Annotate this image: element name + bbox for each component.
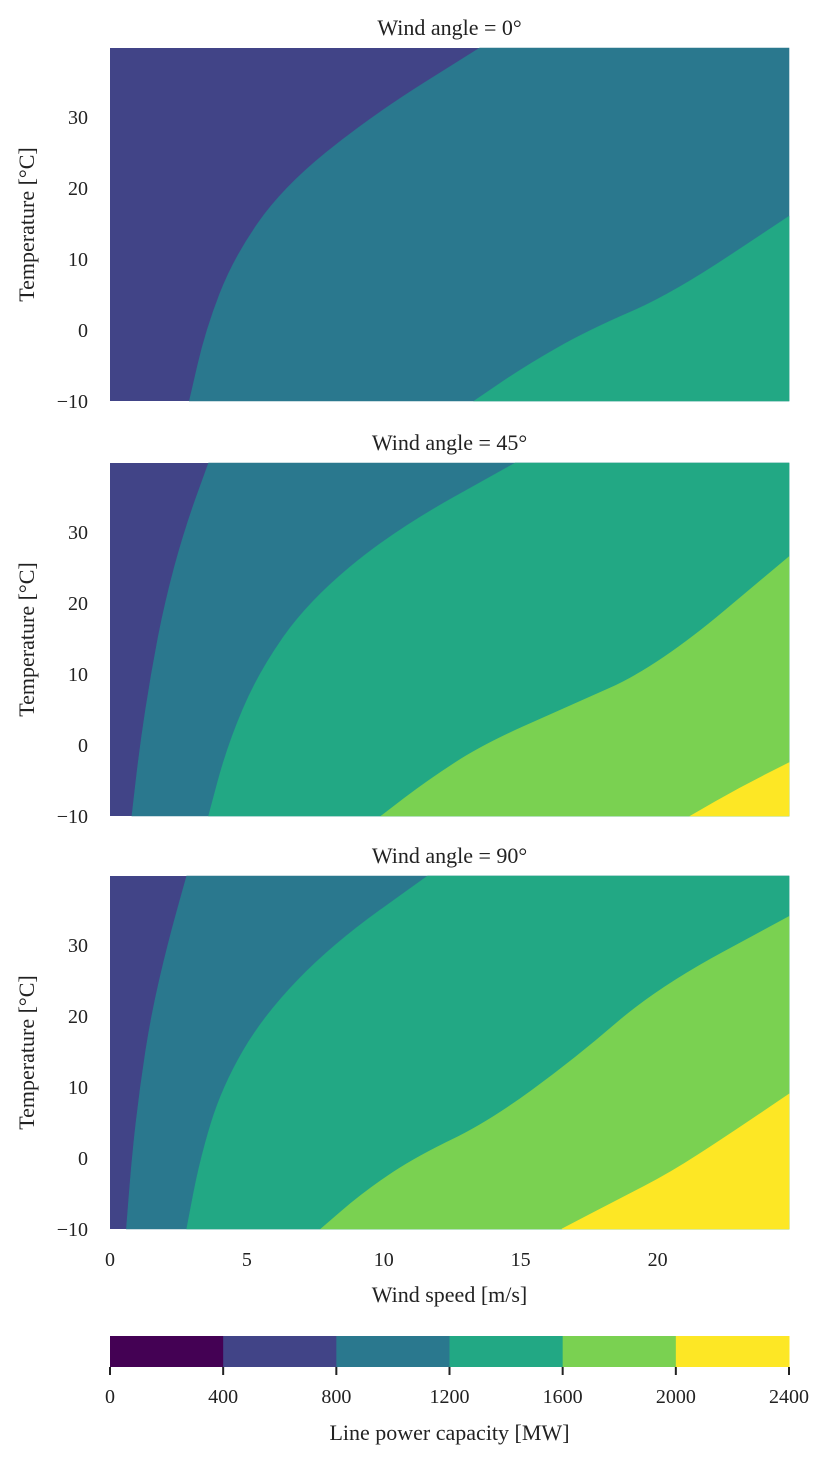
x-tick-label: 5 [242,1249,252,1271]
y-tick-label: 30 [68,935,88,957]
panel-2: Wind angle = 90° −10 0 10 20 30 Temperature [°… [14,843,790,1241]
y-tick-label: 0 [78,735,88,757]
panel-0: Wind angle = 0° −10 0 10 20 30 Temperature [°C… [14,15,790,413]
y-axis-label: Temperature [°C] [14,975,39,1129]
colorbar-tick-label: 2000 [656,1386,696,1408]
colorbar-tick-label: 800 [321,1386,351,1408]
colorbar-tick-label: 0 [105,1386,115,1408]
colorbar-tick-label: 1200 [430,1386,470,1408]
colorbar-tick-label: 1600 [543,1386,583,1408]
y-axis-label: Temperature [°C] [14,147,39,301]
y-tick-label: 20 [68,178,88,200]
contour-region-2000 [689,762,790,817]
y-tick-label: 20 [68,1006,88,1028]
contour-region-2000 [561,1093,790,1230]
colorbar-swatch [449,1336,564,1367]
colorbar-swatch [336,1336,450,1367]
colorbar-swatch [110,1336,224,1367]
panel-title: Wind angle = 0° [377,15,521,40]
y-tick-label: 10 [68,249,88,271]
y-tick-label: −10 [57,806,88,828]
y-tick-label: −10 [57,391,88,413]
colorbar-tick-label: 400 [208,1386,238,1408]
colorbar-swatch [675,1336,790,1367]
y-tick-label: 10 [68,1077,88,1099]
colorbar-tick-label: 2400 [769,1386,809,1408]
y-tick-label: 0 [78,1148,88,1170]
panel-title: Wind angle = 90° [372,843,527,868]
y-tick-label: 10 [68,664,88,686]
panel-1: Wind angle = 45° −10 0 10 20 30 Temperature [°… [14,430,790,828]
y-tick-label: 20 [68,593,88,615]
colorbar-swatch [223,1336,337,1367]
contour-region-1600 [319,915,790,1230]
y-tick-label: −10 [57,1219,88,1241]
colorbar: 0 400 800 1200 1600 2000 2400 Line power capaci… [105,1336,809,1445]
y-tick-label: 0 [78,320,88,342]
panel-title: Wind angle = 45° [372,430,527,455]
y-tick-label: 30 [68,522,88,544]
contour-region-1200 [473,215,790,402]
colorbar-label: Line power capacity [MW] [329,1420,569,1445]
colorbar-swatch [562,1336,677,1367]
x-tick-label: 10 [374,1249,394,1271]
y-axis-label: Temperature [°C] [14,562,39,716]
x-axis-label: Wind speed [m/s] [372,1282,528,1307]
x-tick-label: 20 [648,1249,668,1271]
x-tick-label: 0 [105,1249,115,1271]
y-tick-label: 30 [68,107,88,129]
x-tick-label: 15 [511,1249,531,1271]
contour-region-1600 [380,556,790,817]
